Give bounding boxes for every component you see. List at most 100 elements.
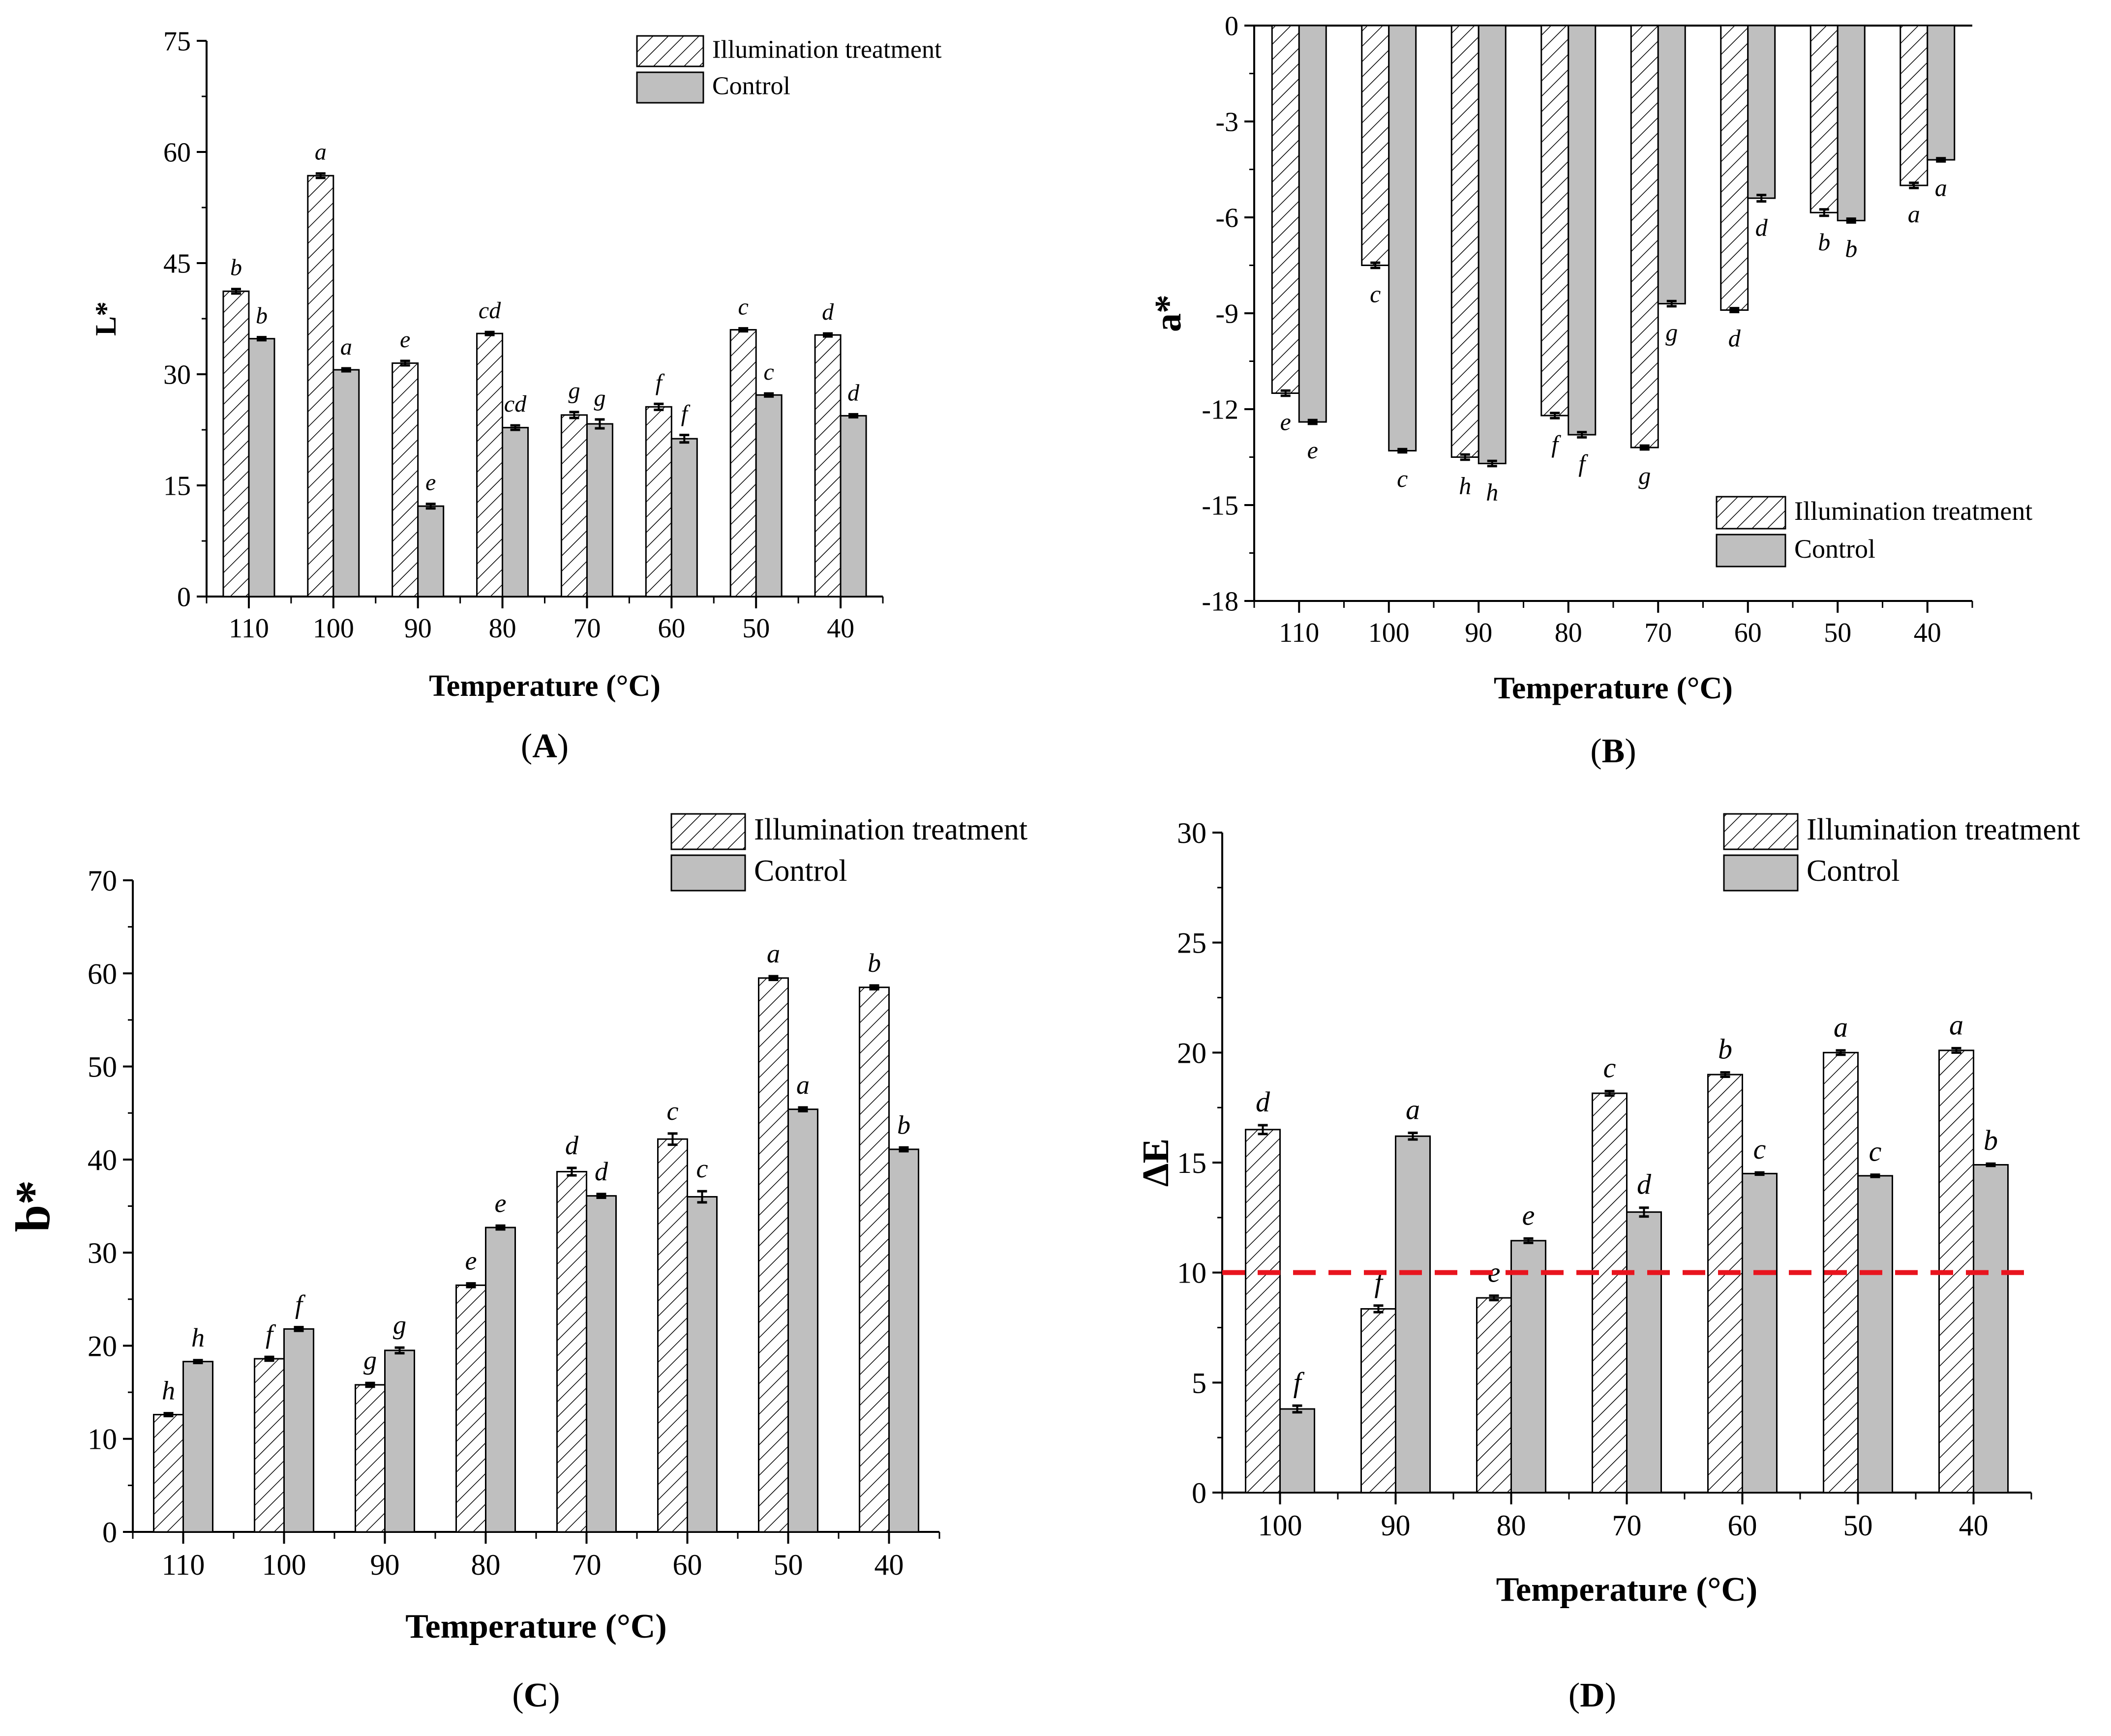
y-tick-label: 40 xyxy=(88,1144,117,1176)
control-bar xyxy=(1927,25,1956,161)
treatment-bar xyxy=(307,175,334,598)
treatment-bar xyxy=(1476,1297,1512,1494)
x-tick-label: 100 xyxy=(262,1549,306,1581)
control-bar xyxy=(1747,25,1776,199)
control-bar xyxy=(182,1361,213,1533)
x-tick-label: 50 xyxy=(1824,618,1851,648)
x-tick-label: 110 xyxy=(1279,618,1319,648)
x-tick-label: 40 xyxy=(827,613,854,644)
x-tick-label: 80 xyxy=(1497,1509,1526,1542)
significance-letter: a xyxy=(340,334,352,360)
control-bar xyxy=(1626,1211,1662,1494)
significance-letter: e xyxy=(1522,1199,1535,1231)
treatment-bar xyxy=(254,1358,285,1533)
x-tick-label: 60 xyxy=(673,1549,702,1581)
treatment-bar xyxy=(758,977,789,1533)
significance-letter: d xyxy=(1755,214,1768,241)
control-bar xyxy=(586,1195,617,1533)
legend-label-treatment: Illumination treatment xyxy=(1807,813,2080,846)
treatment-bar xyxy=(1361,25,1390,266)
y-tick-label: 15 xyxy=(1177,1147,1206,1179)
legend: Illumination treatment Control xyxy=(670,813,1027,892)
y-tick-label: 5 xyxy=(1192,1367,1206,1399)
legend-swatch-treatment xyxy=(1716,496,1786,530)
control-bar xyxy=(840,415,867,598)
x-tick-label: 40 xyxy=(875,1549,904,1581)
legend-swatch-control xyxy=(670,854,746,892)
control-bar xyxy=(417,505,445,598)
control-bar xyxy=(1837,25,1866,221)
control-bar xyxy=(283,1328,314,1533)
significance-letter: a xyxy=(1406,1094,1420,1126)
significance-letter: a xyxy=(1935,174,1947,201)
treatment-bar xyxy=(814,334,842,598)
treatment-bar xyxy=(1707,1074,1743,1494)
treatment-bar xyxy=(859,987,890,1533)
x-tick-label: 100 xyxy=(1368,618,1410,648)
legend: Illumination treatment Control xyxy=(1716,496,2032,568)
treatment-bar xyxy=(1809,25,1839,213)
legend-swatch-control xyxy=(1716,534,1786,568)
control-bar xyxy=(1857,1175,1893,1494)
significance-letter: d xyxy=(565,1131,579,1160)
panel-label: (D) xyxy=(1568,1676,1616,1714)
significance-letter: b xyxy=(1818,228,1830,256)
significance-letter: e xyxy=(465,1246,477,1276)
treatment-bar xyxy=(1245,1129,1281,1494)
significance-letter: b xyxy=(256,303,268,329)
significance-letter: c xyxy=(1397,465,1408,492)
control-bar xyxy=(1742,1172,1778,1494)
significance-letter: c xyxy=(1753,1133,1766,1165)
significance-letter: f xyxy=(266,1319,276,1349)
panel-label: (A) xyxy=(521,727,569,765)
significance-letter: f xyxy=(1293,1366,1304,1398)
significance-letter: a xyxy=(1834,1011,1848,1043)
x-tick-label: 60 xyxy=(658,613,685,644)
panel-b: 0 -3 -6 -9 -12 -15 -18 110 100 90 80 70 60 50 40 e c h f g d… xyxy=(1147,11,2032,770)
significance-letter: d xyxy=(1256,1086,1270,1118)
significance-letter: c xyxy=(1603,1052,1616,1084)
treatment-bar xyxy=(153,1414,184,1533)
y-axis-label: b* xyxy=(5,1180,60,1232)
y-tick-label: -12 xyxy=(1202,395,1238,425)
significance-letter: h xyxy=(1459,472,1471,500)
panel-label: (B) xyxy=(1590,732,1636,770)
treatment-bar xyxy=(645,406,672,598)
significance-letter: b xyxy=(230,255,242,281)
y-tick-label: 20 xyxy=(1177,1037,1206,1069)
significance-letter: c xyxy=(667,1096,679,1126)
significance-letter: a xyxy=(767,939,780,968)
y-tick-label: 70 xyxy=(88,865,117,897)
x-tick-label: 50 xyxy=(1843,1509,1873,1542)
y-tick-label: 45 xyxy=(163,249,191,279)
significance-letter: c xyxy=(1869,1136,1882,1167)
x-tick-label: 40 xyxy=(1914,618,1941,648)
control-bar xyxy=(1510,1240,1546,1494)
treatment-bar xyxy=(1271,25,1300,394)
significance-letter: c xyxy=(764,359,774,385)
y-tick-label: -6 xyxy=(1215,203,1238,234)
treatment-bar xyxy=(392,362,419,598)
y-tick-label: 0 xyxy=(177,582,191,613)
significance-letter: a xyxy=(315,139,327,165)
control-bar xyxy=(1478,25,1507,464)
control-bar xyxy=(787,1108,818,1533)
x-tick-label: 80 xyxy=(489,613,516,644)
control-bar xyxy=(755,394,783,598)
significance-letter: f xyxy=(295,1290,306,1319)
x-axis-label: Temperature (°C) xyxy=(1496,1571,1758,1609)
significance-letter: h xyxy=(191,1323,205,1352)
significance-letter: d xyxy=(595,1157,608,1186)
x-tick-label: 70 xyxy=(572,1549,602,1581)
control-bar xyxy=(384,1349,415,1533)
control-bar xyxy=(332,369,360,598)
treatment-bar xyxy=(729,329,757,598)
y-tick-label: 30 xyxy=(163,360,191,390)
legend-label-control: Control xyxy=(1807,854,1900,888)
x-tick-label: 40 xyxy=(1959,1509,1989,1542)
control-bar xyxy=(1657,25,1686,304)
significance-letter: f xyxy=(1551,430,1561,458)
